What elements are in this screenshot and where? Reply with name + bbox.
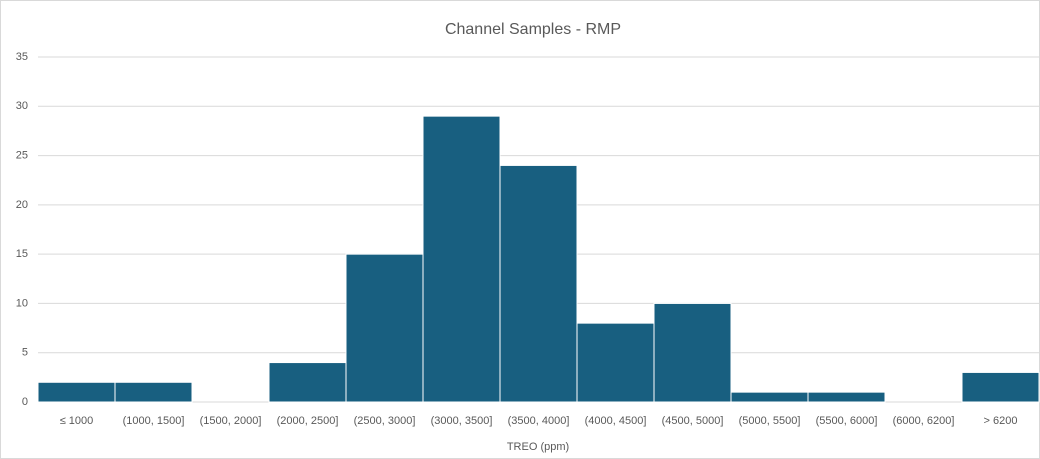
y-tick-label: 10 <box>16 297 28 309</box>
x-tick-label: (5500, 6000] <box>816 415 878 427</box>
y-tick-label: 0 <box>22 396 28 408</box>
bar <box>345 253 424 403</box>
x-tick-label: (4000, 4500] <box>585 415 647 427</box>
bar <box>499 164 578 403</box>
y-tick-label: 15 <box>16 248 28 260</box>
x-tick-label: (4500, 5000] <box>662 415 724 427</box>
y-tick-label: 5 <box>22 347 28 359</box>
x-tick-label: ≤ 1000 <box>60 415 94 427</box>
x-tick-label: > 6200 <box>984 415 1018 427</box>
x-axis-label: TREO (ppm) <box>507 441 569 453</box>
bar <box>961 371 1040 403</box>
y-tick-label: 20 <box>16 199 28 211</box>
x-tick-label: (6000, 6200] <box>893 415 955 427</box>
bar <box>114 381 193 403</box>
x-tick-label: (1500, 2000] <box>200 415 262 427</box>
bar <box>730 391 809 403</box>
y-tick-label: 25 <box>16 149 28 161</box>
bar <box>422 115 501 403</box>
chart-title: Channel Samples - RMP <box>445 21 621 38</box>
bar <box>807 391 886 403</box>
x-tick-label: (2500, 3000] <box>354 415 416 427</box>
bar <box>37 381 116 403</box>
x-tick-label: (5000, 5500] <box>739 415 801 427</box>
x-tick-label: (2000, 2500] <box>277 415 339 427</box>
bar <box>653 302 732 403</box>
bar <box>268 362 347 403</box>
y-tick-label: 35 <box>16 51 28 63</box>
x-tick-label: (1000, 1500] <box>123 415 185 427</box>
y-tick-label: 30 <box>16 100 28 112</box>
x-tick-label: (3500, 4000] <box>508 415 570 427</box>
bar <box>576 322 655 403</box>
x-tick-label: (3000, 3500] <box>431 415 493 427</box>
